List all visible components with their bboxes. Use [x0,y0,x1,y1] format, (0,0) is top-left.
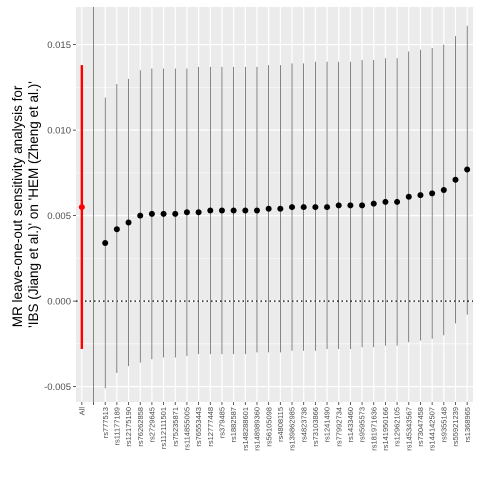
x-tick-label: rs777513 [101,407,110,438]
snp-point [324,204,331,211]
y-tick-label: 0.005 [47,211,71,222]
x-tick-label: rs55921239 [451,407,460,447]
x-tick-label: rs148989360 [253,407,262,451]
x-tick-label: rs76262858 [136,407,145,447]
snp-point [417,192,424,199]
x-tick-label: rs1882587 [229,407,238,442]
snp-point [335,202,342,209]
x-tick-label: rs4823738 [299,407,308,442]
x-tick-label: rs12777448 [206,407,215,447]
snp-point [452,176,459,183]
snp-point [172,210,179,217]
y-axis-title-line-1: MR leave-one-out sensitivity analysis fo… [10,85,25,327]
snp-point [359,202,366,209]
x-tick-label: rs1433460 [346,407,355,442]
y-axis: -0.005 0.000 0.005 0.010 0.015 [44,40,76,393]
snp-point [289,204,296,211]
x-tick-label: rs75235871 [171,407,180,447]
x-tick-label: rs12962105 [393,407,402,447]
x-tick-label: rs9355148 [439,407,448,442]
x-tick-label: rs148288601 [241,407,250,451]
y-tick-label: -0.005 [44,382,71,393]
snp-point [137,212,144,219]
x-axis: All rs777513 rs11177189 rs12175190 rs7626285… [77,402,472,451]
snp-point [405,193,412,200]
x-tick-label: rs4808115 [276,407,285,442]
snp-point [370,200,377,207]
x-tick-label: rs1368965 [463,407,472,442]
x-tick-label: rs112111501 [159,407,168,449]
y-axis-title: MR leave-one-out sensitivity analysis fo… [10,81,41,328]
snp-point [102,239,109,246]
y-tick-label: 0.000 [47,296,71,307]
x-tick-label: rs73103866 [311,407,320,447]
x-tick-label: rs12175190 [124,407,133,447]
snp-point [312,204,319,211]
snp-point [277,205,284,212]
x-tick-label: rs114855005 [183,407,192,450]
snp-point [440,186,447,193]
snp-point [113,226,120,233]
x-tick-label: rs145343567 [404,407,413,451]
x-tick-label: rs9595573 [358,407,367,442]
x-tick-label: rs139862985 [288,407,297,451]
x-tick-label: All [77,407,86,416]
x-tick-label: rs77992734 [334,407,343,447]
snp-point [253,207,260,214]
snp-point [160,210,167,217]
x-tick-label: rs73047458 [416,407,425,447]
y-axis-title-line-2: 'IBS (Jiang et al.)' on 'HEM (Zheng et a… [26,81,41,328]
snp-point [195,209,202,216]
x-tick-label: rs2729645 [147,407,156,442]
snp-point [125,219,132,226]
snp-point [230,207,237,214]
snp-point [265,205,272,212]
snp-point [183,209,190,216]
overall-point [78,204,85,211]
snp-point [148,210,155,217]
snp-point [382,198,389,205]
snp-point [464,166,471,173]
data-marks [78,7,471,402]
x-tick-label: rs76553443 [194,407,203,447]
y-tick-label: 0.015 [47,40,71,51]
snp-point [218,207,225,214]
x-tick-label: rs144142507 [428,407,437,451]
x-tick-label: rs1241490 [323,407,332,442]
snp-point [347,202,354,209]
x-tick-label: rs141950166 [381,407,390,451]
x-tick-label: rs56105098 [264,407,273,447]
snp-point [242,207,249,214]
snp-point [429,190,436,197]
plot-panel [76,7,473,402]
snp-point [300,204,307,211]
x-tick-label: rs379485 [218,407,227,438]
snp-point [207,207,214,214]
snp-point [394,198,401,205]
x-tick-label: rs181971636 [369,407,378,451]
y-tick-label: 0.010 [47,125,71,136]
x-tick-label: rs11177189 [112,407,121,446]
